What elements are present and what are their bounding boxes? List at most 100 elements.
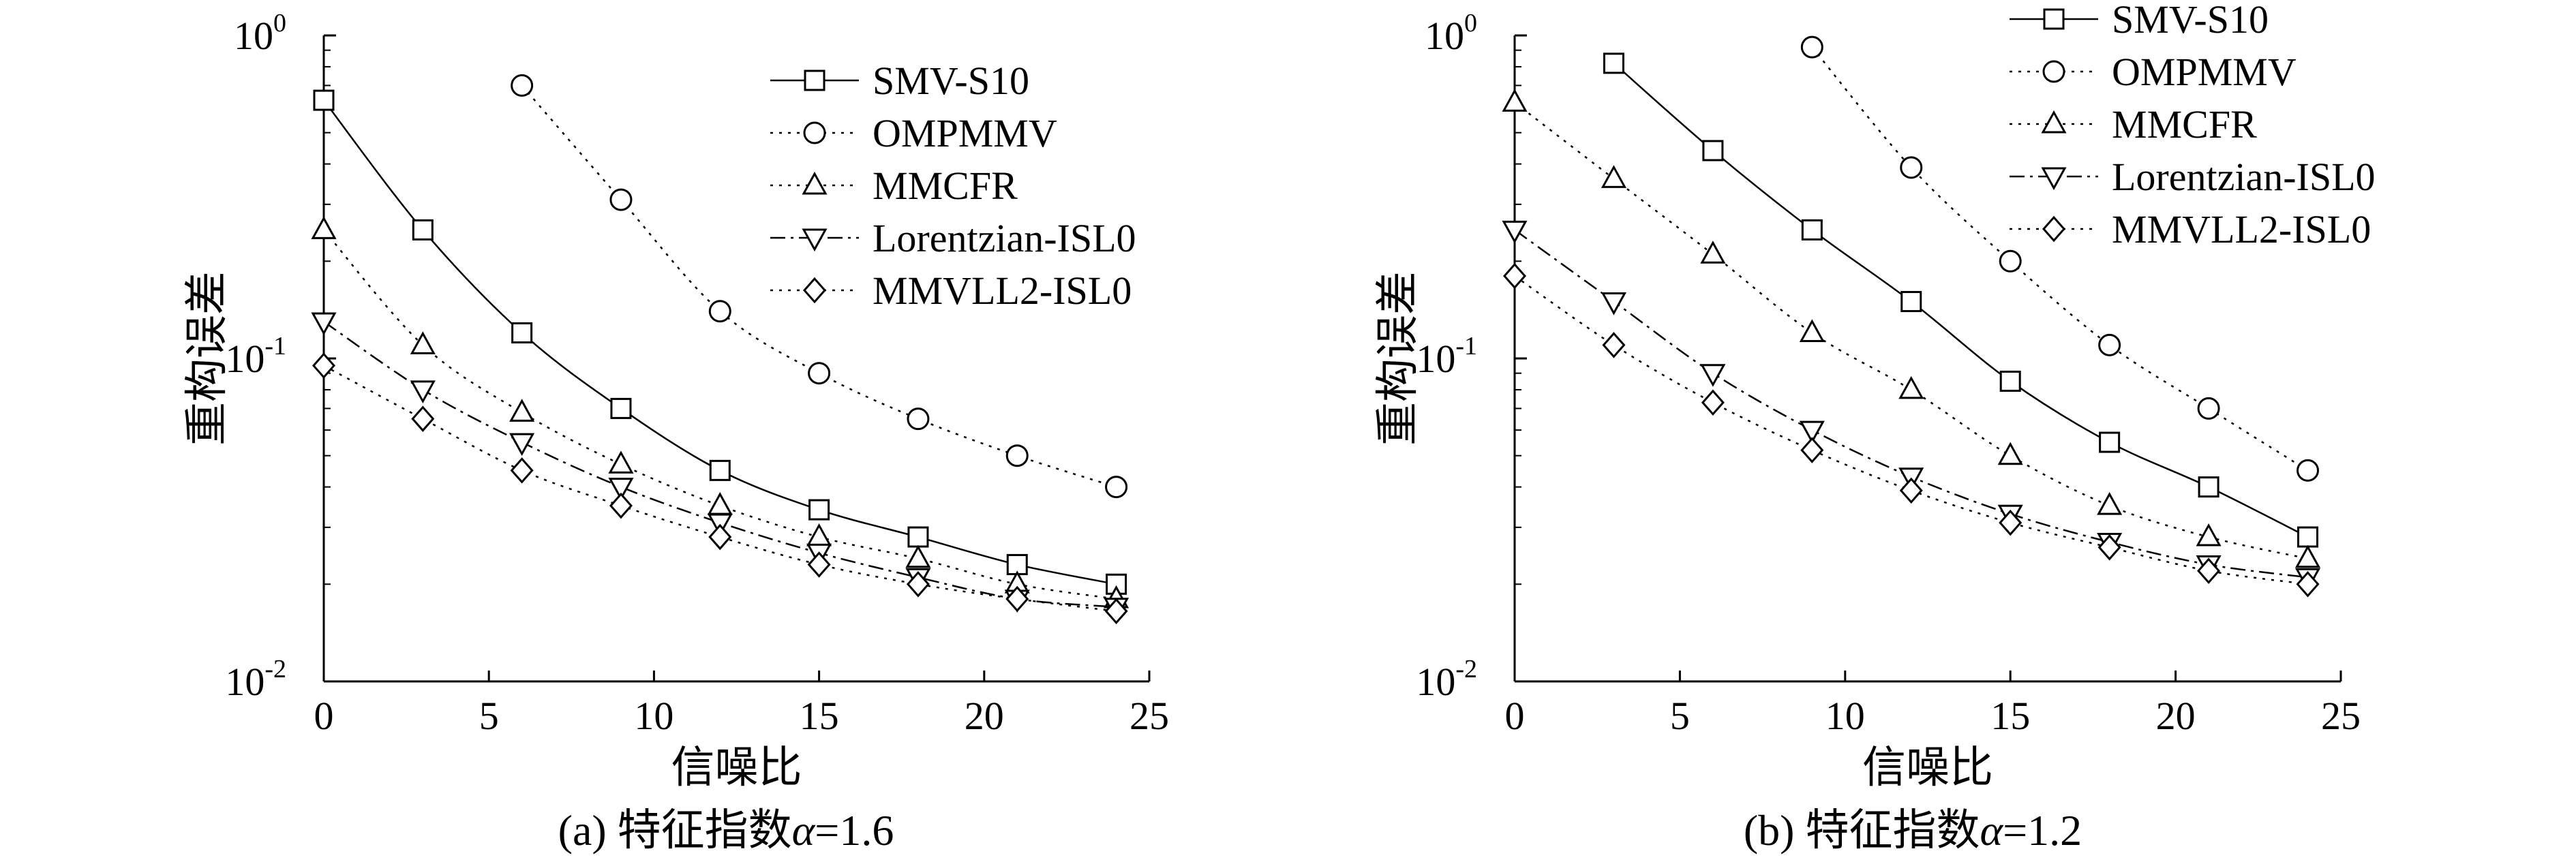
x-tick-label: 25: [2321, 694, 2361, 738]
x-tick-label: 5: [479, 694, 499, 738]
legend-marker: [802, 171, 828, 195]
data-point: [907, 526, 929, 548]
series-mmcfr: [1502, 89, 2321, 568]
data-point: [2098, 333, 2121, 356]
legend-label: MMVLL2-ISL0: [873, 268, 1132, 313]
data-point: [412, 219, 434, 241]
legend-entry: OMPMMV: [2010, 50, 2297, 94]
legend-label: Lorentzian-ISL0: [2112, 155, 2376, 199]
data-point: [1899, 477, 1923, 504]
series-line: [323, 320, 1117, 609]
data-point: [2198, 476, 2219, 498]
series-smv-s10: [1603, 52, 2319, 548]
data-point: [1799, 420, 1825, 444]
legend-marker: [2042, 60, 2065, 83]
legend-label: MMCFR: [873, 164, 1018, 208]
data-point: [608, 478, 634, 501]
data-point: [311, 216, 337, 239]
x-tick-label: 0: [1505, 694, 1525, 738]
legend-marker: [2041, 110, 2067, 134]
legend-entry: Lorentzian-ISL0: [2010, 155, 2376, 199]
legend-marker: [804, 70, 825, 91]
legend-entry: OMPMMV: [770, 111, 1057, 155]
data-point: [510, 457, 534, 484]
data-point: [1997, 442, 2023, 465]
data-point: [1005, 585, 1029, 613]
data-point: [2097, 492, 2123, 515]
data-point: [2197, 397, 2220, 420]
data-point: [1700, 241, 1726, 264]
data-point: [511, 322, 533, 343]
data-point: [907, 407, 930, 431]
data-point: [610, 397, 632, 419]
panel-caption: (a) 特征指数α=1.6: [558, 806, 894, 855]
data-point: [1502, 220, 1528, 244]
legend-label: SMV-S10: [2112, 0, 2269, 42]
x-tick-label: 25: [1130, 694, 1169, 738]
x-tick-label: 10: [634, 694, 673, 738]
y-tick-label: 100: [1425, 9, 1477, 58]
data-point: [1502, 262, 1527, 290]
data-point: [708, 523, 732, 551]
data-point: [312, 352, 336, 379]
data-point: [1800, 437, 1824, 463]
data-point: [808, 362, 831, 385]
data-point: [2297, 459, 2320, 482]
series-line: [1514, 275, 2308, 585]
data-point: [1104, 598, 1128, 625]
data-point: [1702, 140, 1724, 161]
data-point: [906, 571, 930, 598]
legend-marker: [802, 228, 828, 252]
y-tick-label: 10-1: [225, 332, 286, 381]
data-point: [2197, 557, 2221, 584]
data-point: [1005, 444, 1029, 467]
x-tick-label: 20: [2156, 694, 2196, 738]
series-ompmmv: [1800, 35, 2320, 482]
x-tick-label: 0: [314, 694, 334, 738]
data-point: [1603, 52, 1624, 74]
data-point: [1900, 156, 1923, 179]
data-point: [807, 551, 831, 578]
data-point: [2297, 526, 2319, 548]
series-line: [323, 99, 1117, 585]
data-point: [608, 450, 634, 474]
legend-label: MMVLL2-ISL0: [2112, 207, 2371, 251]
y-axis-label: 重构误差: [183, 271, 231, 446]
legend-entry: MMVLL2-ISL0: [2010, 207, 2371, 251]
series-line: [323, 229, 1117, 600]
x-tick-label: 5: [1670, 694, 1690, 738]
chart-panel-b: 0 5 10 15 20 25 10-2 10-1 100 信噪比 重构误差 (b) 特征指数α=1.…: [1374, 0, 2376, 855]
data-point: [511, 74, 534, 97]
legend-label: MMCFR: [2112, 102, 2257, 147]
legend-marker: [802, 277, 827, 304]
x-tick-label: 10: [1825, 694, 1865, 738]
data-point: [410, 331, 436, 354]
series-mmvll2-isl0: [1502, 262, 2320, 598]
data-point: [708, 300, 731, 323]
data-point: [1999, 509, 2022, 536]
data-point: [1801, 219, 1823, 241]
x-tick-label: 20: [965, 694, 1004, 738]
legend-label: Lorentzian-ISL0: [873, 216, 1136, 260]
legend-marker: [803, 121, 826, 144]
x-tick-label: 15: [1990, 694, 2030, 738]
data-point: [1502, 89, 1528, 112]
data-point: [1898, 375, 1924, 399]
data-point: [1601, 292, 1626, 315]
x-tick-label: 15: [800, 694, 839, 738]
data-point: [1601, 165, 1626, 188]
data-point: [2196, 523, 2222, 547]
legend-entry: MMCFR: [770, 164, 1018, 208]
data-point: [410, 380, 436, 404]
data-point: [2099, 431, 2121, 453]
data-point: [1900, 291, 1922, 313]
series-line: [323, 365, 1117, 613]
data-point: [905, 544, 931, 568]
y-tick-label: 10-1: [1416, 332, 1477, 381]
data-point: [709, 459, 731, 481]
legend-label: SMV-S10: [873, 59, 1029, 103]
legend-entry: SMV-S10: [2010, 0, 2269, 42]
chart-panel-a: 0 5 10 15 20 25 10-2 10-1 100 信噪比 重构误差 (a) 特征指数α=1.…: [183, 9, 1169, 855]
data-point: [411, 405, 435, 432]
